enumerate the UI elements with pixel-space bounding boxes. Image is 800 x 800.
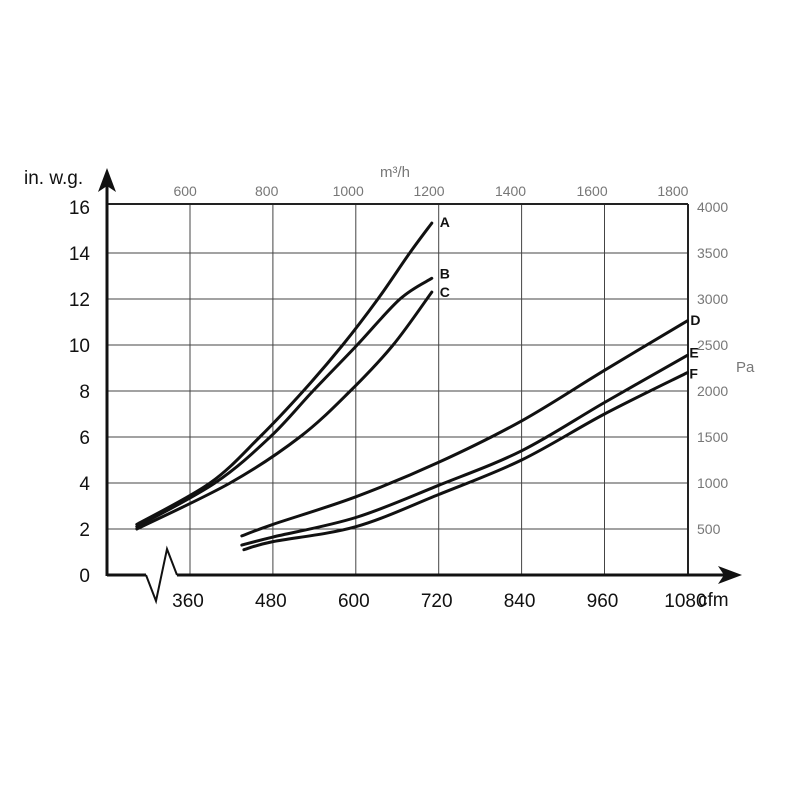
y-tick-label: 10 [69,336,90,357]
top-tick-label: 600 [173,183,197,199]
top-tick-label: 1800 [657,183,688,199]
x-axis-arrow-icon [718,566,742,584]
y-tick-label: 12 [69,290,90,311]
axis-break-icon [145,545,178,605]
x-tick-label: 840 [504,591,536,612]
tick-labels: 0 2 4 6 8 10 12 14 16 360 480 600 720 840 960 1080 600 80… [69,183,728,612]
y-tick-label: 16 [69,198,90,219]
y-tick-label: 0 [79,566,90,587]
right-axis-label: Pa [736,359,755,376]
right-tick-label: 2500 [697,337,728,353]
right-tick-label: 3000 [697,291,728,307]
x-axis-label: cfm [698,590,729,611]
y-tick-label: 8 [79,382,90,403]
curve-label-f: F [689,366,698,382]
x-tick-label: 480 [255,591,287,612]
right-tick-label: 2000 [697,383,728,399]
right-tick-label: 1000 [697,475,728,491]
top-axis-label: m³/h [380,164,410,181]
top-tick-label: 1200 [413,183,444,199]
top-tick-label: 1600 [576,183,607,199]
x-tick-label: 960 [587,591,619,612]
right-tick-label: 1500 [697,429,728,445]
right-tick-label: 500 [697,521,721,537]
curve-b [135,276,434,529]
y-tick-label: 6 [79,428,90,449]
axes [98,168,742,605]
curve-label-b: B [440,265,450,281]
x-tick-label: 1080 [664,591,706,612]
y-tick-label: 2 [79,520,90,541]
y-tick-label: 4 [79,474,90,495]
curve-c [135,290,434,531]
curve-label-e: E [689,344,698,360]
y-axis-label: in. w.g. [24,168,83,189]
curve-label-d: D [690,312,700,328]
x-tick-label: 600 [338,591,370,612]
y-axis-arrow-icon [98,168,116,192]
top-tick-label: 1000 [333,183,364,199]
curves: A BC DEF [135,214,701,552]
top-tick-label: 1400 [495,183,526,199]
curve-label-c: C [440,284,450,300]
curve-label-a: A [440,214,450,230]
top-tick-label: 800 [255,183,279,199]
right-tick-label: 3500 [697,245,728,261]
y-tick-label: 14 [69,244,91,265]
curve-a [135,221,434,526]
right-tick-label: 4000 [697,199,728,215]
grid [107,204,688,575]
curve-f [242,371,689,552]
curve-e [240,353,689,547]
x-tick-label: 720 [421,591,453,612]
curve-d [240,319,689,538]
x-tick-label: 360 [172,591,204,612]
